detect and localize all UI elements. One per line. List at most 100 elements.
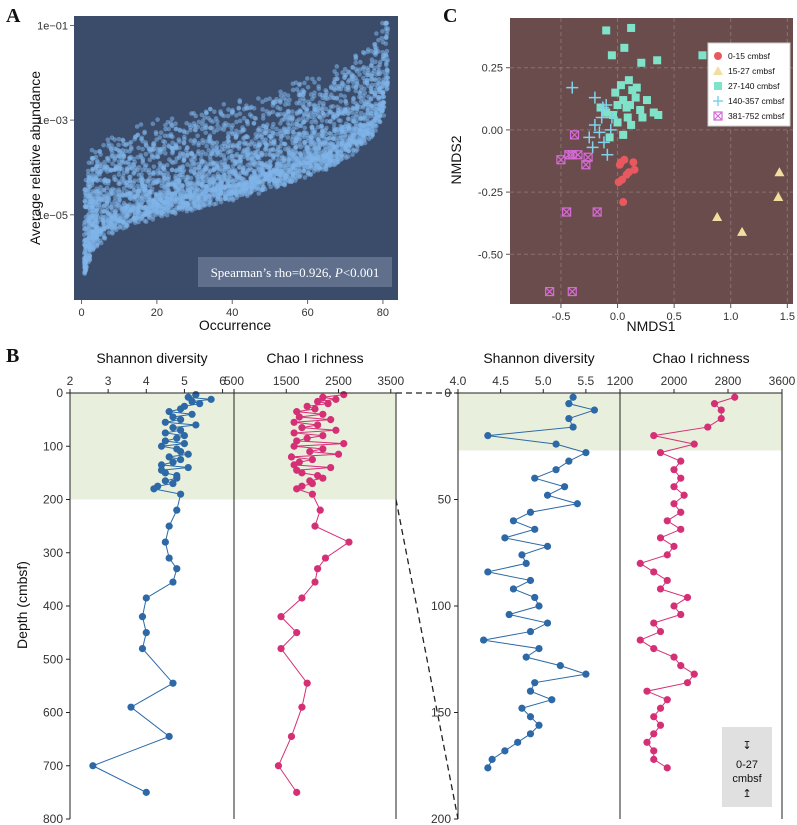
panel-a-point <box>94 158 100 164</box>
panel-a-point <box>229 109 235 115</box>
panel-c-point <box>605 111 618 124</box>
panel-a-point <box>304 145 310 150</box>
profile-point <box>314 421 322 429</box>
xtick-label: 4.5 <box>492 374 509 388</box>
panel-a-point <box>346 149 352 154</box>
panel-a-point <box>173 168 179 174</box>
panel-a-point <box>305 76 310 81</box>
panel-a-point <box>342 138 347 143</box>
panel-a-point <box>339 148 345 154</box>
ytick-label: 700 <box>43 759 63 773</box>
panel-a-point <box>316 86 322 92</box>
panel-a-point <box>229 129 234 135</box>
panel-a-point <box>268 172 273 178</box>
panel-a-point <box>323 167 329 172</box>
panel-a-point <box>134 196 140 202</box>
panel-a-point <box>157 165 163 170</box>
panel-a-point <box>223 157 228 163</box>
panel-a-point <box>225 192 231 198</box>
panel-a-point <box>281 95 287 101</box>
profile-point <box>287 453 296 461</box>
ytick-label: 100 <box>431 599 451 613</box>
panel-a-point <box>255 149 261 154</box>
panel-c-point <box>602 108 611 117</box>
panel-a-point <box>132 136 138 142</box>
panel-a-point <box>192 170 197 176</box>
panel-a-point <box>319 118 325 123</box>
panel-a-point <box>310 76 315 82</box>
panel-a-point <box>177 128 183 133</box>
panel-a-point <box>277 149 283 155</box>
panel-c-point <box>737 226 748 236</box>
panel-a-point <box>331 136 336 142</box>
panel-a-point <box>97 200 102 205</box>
panel-c-point <box>593 126 606 139</box>
profile-point <box>656 721 665 729</box>
profile-point <box>89 762 97 770</box>
panel-a-point <box>151 171 156 177</box>
panel-c-point <box>607 51 616 60</box>
panel-a-point <box>315 162 321 168</box>
panel-a-point <box>124 169 130 175</box>
panel-a-point <box>302 80 307 86</box>
panel-c-point <box>616 81 625 90</box>
panel-b-chart: 2 3 4 5 6 Shannon diversity 0 100 200 300 400 500 60… <box>14 350 796 825</box>
panel-c-point <box>588 118 601 131</box>
panel-c-ytick-label: -0.50 <box>478 249 503 261</box>
panel-a-point <box>282 91 287 97</box>
panel-a-point <box>262 186 268 192</box>
profile-point <box>298 703 306 711</box>
xtick-label: 500 <box>224 374 244 388</box>
profile-point <box>321 554 330 562</box>
panel-a-point <box>143 151 149 157</box>
profile-point <box>306 447 314 456</box>
profile-point <box>303 679 311 687</box>
profile-point <box>526 713 535 721</box>
profile-point <box>295 413 303 421</box>
profile-point <box>484 432 492 440</box>
panel-a-point <box>312 117 317 122</box>
panel-a-point <box>380 84 385 89</box>
panel-a-point <box>237 111 243 117</box>
panel-c-point <box>604 123 617 136</box>
panel-a-point <box>142 197 147 202</box>
panel-a-point <box>310 124 315 130</box>
panel-a-point <box>173 211 178 216</box>
panel-a-point <box>131 170 137 175</box>
profile-point <box>643 687 651 695</box>
panel-a-point <box>184 152 190 158</box>
panel-a-point <box>128 139 134 145</box>
panel-a-point <box>236 144 242 149</box>
panel-c-point <box>622 170 631 179</box>
profile-point <box>188 397 196 406</box>
panel-a-point <box>373 101 379 107</box>
panel-a-point <box>271 139 277 145</box>
panel-a-point <box>198 162 204 167</box>
panel-a-point <box>381 113 387 118</box>
panel-a-point <box>226 134 231 140</box>
panel-a-point <box>164 212 170 218</box>
panel-a-point <box>174 126 179 132</box>
panel-a-ytick-label: 1e−03 <box>37 115 68 127</box>
profile-point <box>522 653 530 661</box>
panel-a-point <box>89 155 95 161</box>
profile-point <box>157 461 166 469</box>
profile-point <box>526 687 535 695</box>
panel-a-point <box>131 156 136 162</box>
panel-a-xtick-label: 0 <box>78 307 84 319</box>
profile-point <box>161 437 169 445</box>
ytick-label: 0 <box>56 386 63 400</box>
profile-point <box>290 429 298 437</box>
profile-point <box>670 466 678 474</box>
profile-point <box>303 434 311 442</box>
panel-a-point <box>320 133 325 138</box>
profile-point <box>717 414 725 423</box>
panel-a-point <box>233 159 239 165</box>
profile-point <box>334 450 343 458</box>
panel-a-point <box>149 186 155 192</box>
panel-a-point <box>202 160 208 165</box>
panel-a-point <box>255 134 260 140</box>
panel-c-point <box>627 23 636 32</box>
panel-a-point <box>358 59 363 65</box>
panel-a-point <box>384 20 390 26</box>
